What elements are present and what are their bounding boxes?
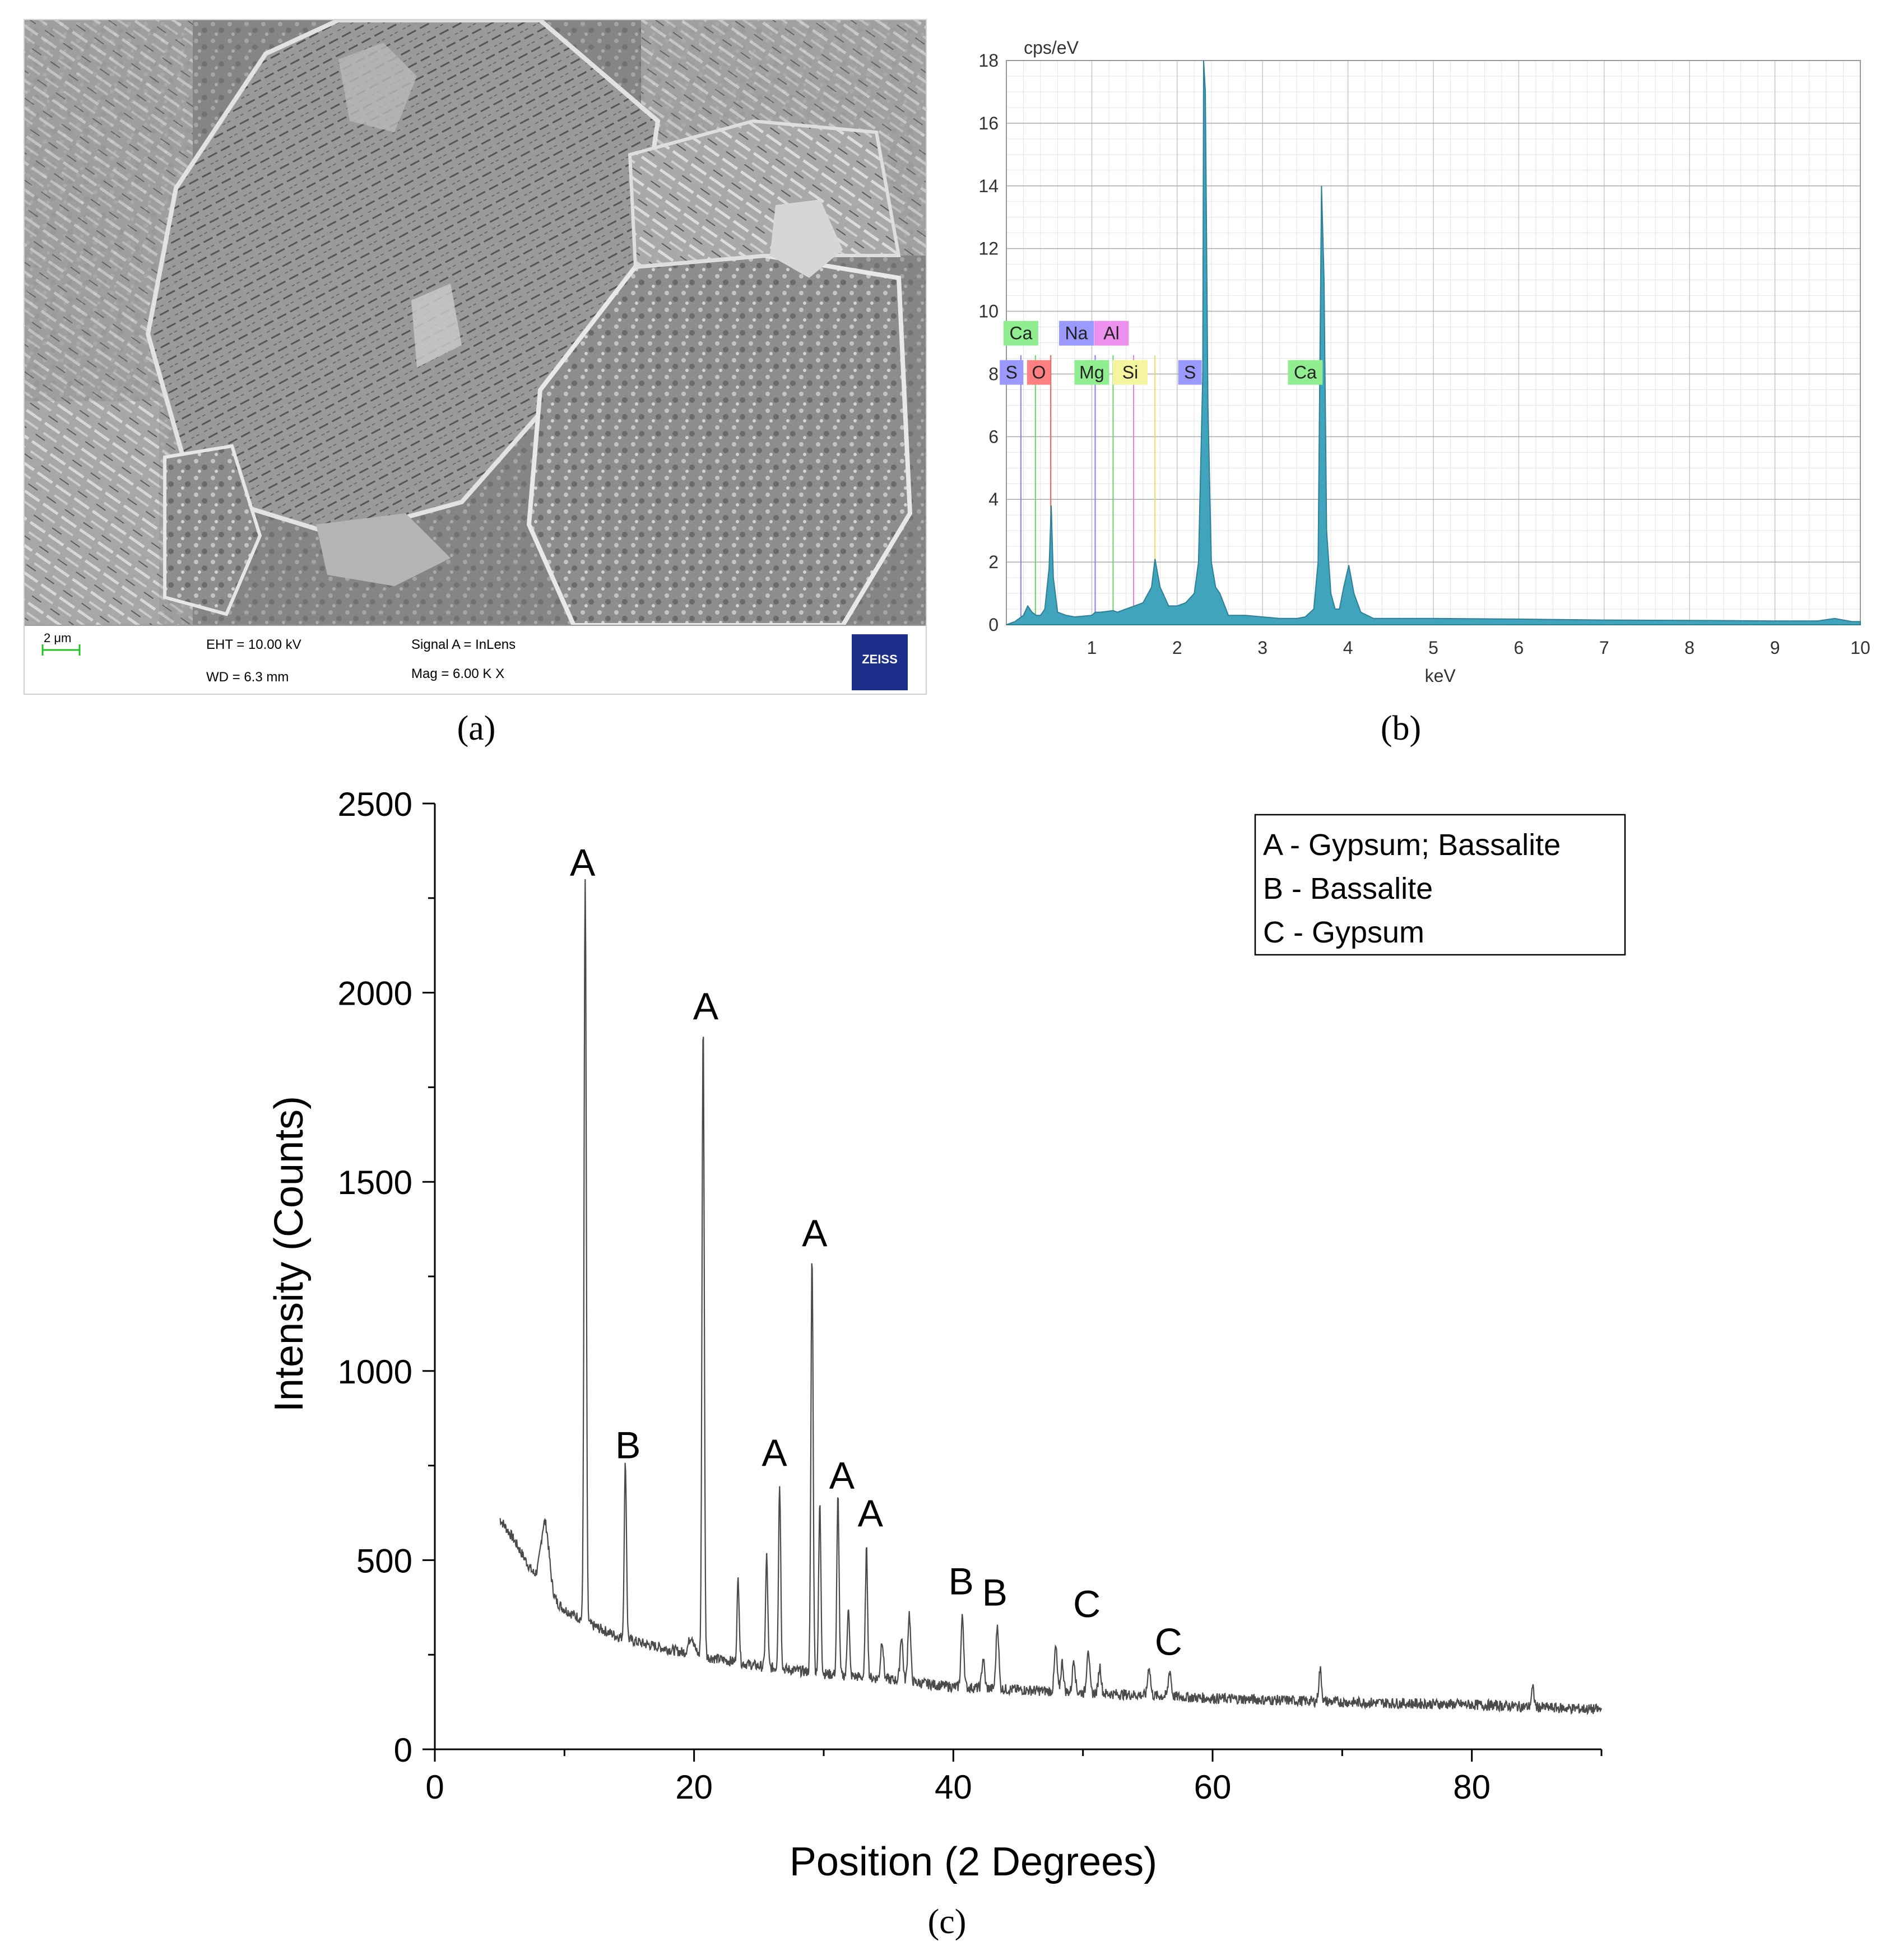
eds-y-tick-label: 14 bbox=[978, 176, 999, 196]
xrd-x-tick-label: 20 bbox=[675, 1768, 713, 1806]
eds-y-tick-label: 16 bbox=[978, 113, 999, 133]
mag-readout: Mag = 6.00 K X bbox=[411, 666, 504, 681]
zeiss-logo-text: ZEISS bbox=[862, 652, 898, 666]
eds-element-tag-o bbox=[1027, 360, 1051, 385]
xrd-peak-label-c: C bbox=[1073, 1583, 1101, 1625]
eds-spectrum-panel: Ca S O Na Al Mg Si S Ca 1 2 3 4 5 6 7 8 9 10 0 2 4 6 8 10 12 14 16 1… bbox=[964, 22, 1872, 695]
eht-readout: EHT = 10.00 kV bbox=[206, 637, 301, 652]
eds-element-label: Si bbox=[1122, 363, 1138, 383]
eds-element-label: Ca bbox=[1009, 323, 1032, 343]
panel-label-a: (a) bbox=[457, 709, 496, 747]
eds-element-label: Na bbox=[1065, 323, 1088, 343]
eds-x-tick-label: 5 bbox=[1428, 638, 1438, 658]
xrd-x-tick-label: 0 bbox=[425, 1768, 444, 1806]
xrd-peak-label-c: C bbox=[1155, 1620, 1182, 1663]
eds-y-tick-label: 0 bbox=[988, 615, 999, 635]
xrd-peak-label-a: A bbox=[693, 985, 719, 1028]
xrd-peak-label-a: A bbox=[858, 1492, 884, 1535]
eds-x-tick-label: 9 bbox=[1770, 638, 1780, 658]
xrd-peak-label-b: B bbox=[615, 1424, 640, 1466]
eds-element-label: Al bbox=[1103, 323, 1119, 343]
xrd-legend-entry: B - Bassalite bbox=[1263, 872, 1433, 905]
wd-readout: WD = 6.3 mm bbox=[206, 670, 289, 685]
eds-x-tick-label: 1 bbox=[1087, 638, 1097, 658]
xrd-y-tick-label: 500 bbox=[356, 1542, 412, 1580]
sem-micrograph-panel: 2 μm EHT = 10.00 kV WD = 6.3 mm Signal A… bbox=[24, 19, 927, 695]
eds-element-tag-mg bbox=[1074, 360, 1109, 385]
xrd-legend-entry: C - Gypsum bbox=[1263, 916, 1424, 949]
eds-element-tag-ca bbox=[1288, 360, 1323, 385]
xrd-y-axis-label: Intensity (Counts) bbox=[267, 1096, 312, 1412]
eds-element-tag-al bbox=[1094, 321, 1129, 346]
panel-label-c: (c) bbox=[927, 1903, 967, 1941]
eds-x-tick-label: 8 bbox=[1684, 638, 1694, 658]
eds-y-tick-label: 6 bbox=[988, 426, 999, 447]
xrd-legend-entry: A - Gypsum; Bassalite bbox=[1263, 828, 1561, 862]
signal-readout: Signal A = InLens bbox=[411, 637, 516, 652]
xrd-peak-label-a: A bbox=[762, 1432, 787, 1474]
eds-element-tag-si bbox=[1112, 360, 1148, 385]
xrd-y-tick-label: 2500 bbox=[338, 786, 412, 823]
xrd-y-tick-label: 1500 bbox=[338, 1164, 412, 1201]
sem-micrograph: 2 μm EHT = 10.00 kV WD = 6.3 mm Signal A… bbox=[25, 20, 926, 694]
xrd-x-axis-label: Position (2 Degrees) bbox=[790, 1840, 1157, 1884]
eds-element-label: O bbox=[1032, 363, 1046, 383]
eds-element-label: Mg bbox=[1079, 363, 1104, 383]
xrd-peak-label-a: A bbox=[802, 1212, 828, 1255]
eds-y-tick-label: 12 bbox=[978, 239, 999, 259]
eds-x-tick-label: 10 bbox=[1850, 638, 1870, 658]
xrd-series-line bbox=[499, 879, 1603, 1716]
zeiss-logo bbox=[852, 634, 908, 690]
eds-element-label: Ca bbox=[1294, 363, 1317, 383]
eds-y-tick-label: 2 bbox=[988, 552, 999, 572]
eds-spectrum-series bbox=[1006, 60, 1861, 625]
xrd-pattern-chart: 0 20 40 60 80 0 500 1000 1500 2000 2500 Position (2… bbox=[267, 786, 1626, 1884]
eds-element-label: S bbox=[1005, 363, 1017, 383]
eds-x-tick-label: 7 bbox=[1599, 638, 1609, 658]
xrd-y-tick-label: 2000 bbox=[338, 975, 412, 1012]
scale-bar-label: 2 μm bbox=[44, 631, 71, 645]
eds-element-tag-ca bbox=[1003, 321, 1038, 346]
eds-element-tag-na bbox=[1058, 321, 1094, 346]
eds-element-label: S bbox=[1184, 363, 1196, 383]
eds-y-tick-label: 10 bbox=[978, 301, 999, 322]
xrd-x-tick-label: 60 bbox=[1194, 1768, 1232, 1806]
xrd-peak-label-a: A bbox=[829, 1454, 855, 1497]
xrd-x-tick-label: 80 bbox=[1453, 1768, 1491, 1806]
eds-x-tick-label: 2 bbox=[1172, 638, 1182, 658]
eds-x-tick-label: 3 bbox=[1257, 638, 1268, 658]
xrd-peak-label-a: A bbox=[570, 842, 596, 884]
xrd-legend-box bbox=[1254, 814, 1626, 956]
panel-label-b: (b) bbox=[1380, 709, 1422, 747]
xrd-x-tick-label: 40 bbox=[935, 1768, 972, 1806]
eds-y-tick-label: 18 bbox=[978, 50, 999, 71]
eds-y-axis-label: cps/eV bbox=[1024, 38, 1079, 58]
eds-y-tick-label: 8 bbox=[988, 364, 999, 384]
eds-y-tick-label: 4 bbox=[988, 489, 999, 509]
eds-element-tag-s bbox=[1000, 360, 1024, 385]
eds-x-tick-label: 6 bbox=[1514, 638, 1524, 658]
eds-element-tag-s bbox=[1178, 360, 1202, 385]
xrd-pattern-panel: 0 20 40 60 80 0 500 1000 1500 2000 2500 Position (2… bbox=[235, 768, 1659, 1894]
xrd-peak-label-b: B bbox=[982, 1572, 1007, 1614]
xrd-y-tick-label: 0 bbox=[394, 1731, 412, 1769]
eds-x-tick-label: 4 bbox=[1343, 638, 1353, 658]
xrd-y-tick-label: 1000 bbox=[338, 1353, 412, 1391]
eds-x-axis-label: keV bbox=[1425, 666, 1456, 686]
xrd-peak-label-b: B bbox=[949, 1560, 974, 1603]
